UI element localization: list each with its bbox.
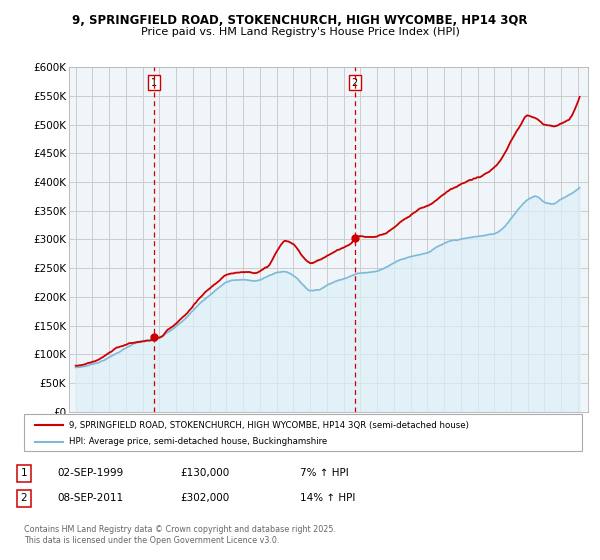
Text: 02-SEP-1999: 02-SEP-1999: [57, 468, 123, 478]
Text: 08-SEP-2011: 08-SEP-2011: [57, 493, 123, 503]
Text: £302,000: £302,000: [180, 493, 229, 503]
Text: 1: 1: [151, 78, 157, 88]
Text: Contains HM Land Registry data © Crown copyright and database right 2025.
This d: Contains HM Land Registry data © Crown c…: [24, 525, 336, 545]
Text: £130,000: £130,000: [180, 468, 229, 478]
Text: HPI: Average price, semi-detached house, Buckinghamshire: HPI: Average price, semi-detached house,…: [68, 437, 327, 446]
Text: 2: 2: [20, 493, 28, 503]
Text: 1: 1: [20, 468, 28, 478]
Text: 9, SPRINGFIELD ROAD, STOKENCHURCH, HIGH WYCOMBE, HP14 3QR: 9, SPRINGFIELD ROAD, STOKENCHURCH, HIGH …: [72, 14, 528, 27]
FancyBboxPatch shape: [24, 414, 582, 451]
Text: 7% ↑ HPI: 7% ↑ HPI: [300, 468, 349, 478]
Text: 9, SPRINGFIELD ROAD, STOKENCHURCH, HIGH WYCOMBE, HP14 3QR (semi-detached house): 9, SPRINGFIELD ROAD, STOKENCHURCH, HIGH …: [68, 421, 469, 430]
Text: 2: 2: [352, 78, 358, 88]
Text: 14% ↑ HPI: 14% ↑ HPI: [300, 493, 355, 503]
Text: Price paid vs. HM Land Registry's House Price Index (HPI): Price paid vs. HM Land Registry's House …: [140, 27, 460, 37]
